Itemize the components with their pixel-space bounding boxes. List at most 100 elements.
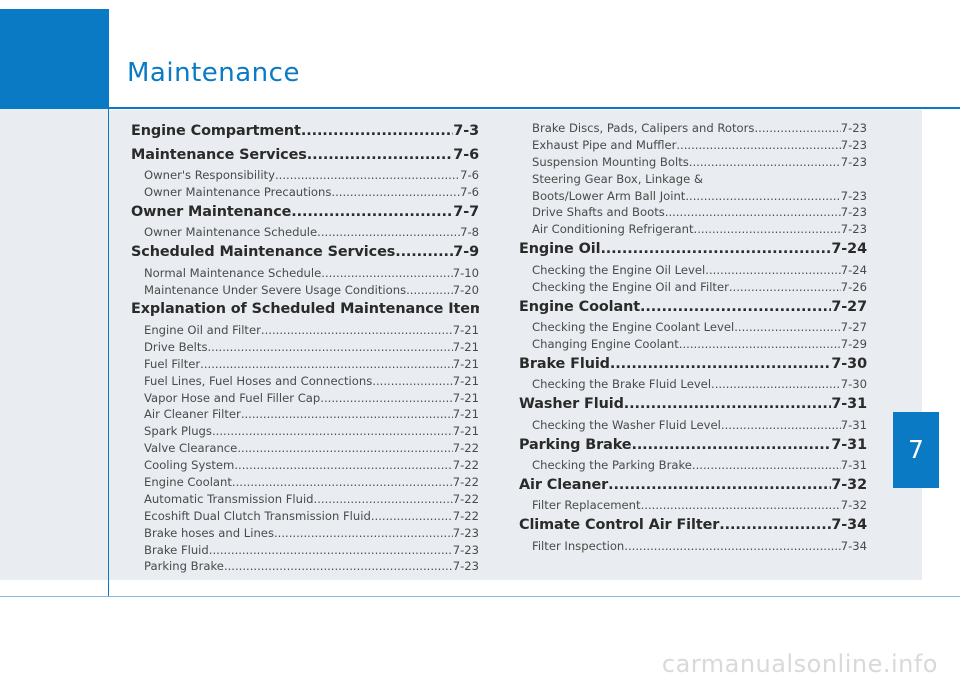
toc-entry-label: Checking the Engine Coolant Level	[532, 320, 735, 335]
toc-entry-label: Engine Coolant	[144, 474, 232, 489]
toc-entry-label: Automatic Transmission Fluid	[144, 491, 314, 506]
toc-entry-label: Climate Control Air Filter	[519, 517, 720, 534]
toc-page-number: 7-21	[452, 322, 479, 337]
toc-section-entry[interactable]: Maintenance Services 7-6	[131, 147, 479, 169]
toc-subsection-entry[interactable]: Brake Discs, Pads, Calipers and Rotors 7…	[519, 121, 867, 138]
toc-dot-leader	[275, 168, 460, 182]
toc-subsection-entry[interactable]: Brake Fluid 7-23	[131, 543, 479, 560]
toc-section-entry[interactable]: Air Cleaner 7-32	[519, 477, 867, 499]
toc-subsection-entry[interactable]: Maintenance Under Severe Usage Condition…	[131, 283, 479, 300]
toc-dot-leader	[610, 356, 832, 372]
toc-page-number: 7-23	[840, 188, 867, 203]
toc-dot-leader	[685, 189, 840, 203]
toc-entry-label: Cooling System	[144, 458, 235, 473]
toc-subsection-entry[interactable]: Owner Maintenance Schedule 7-8	[131, 225, 479, 242]
toc-dot-leader	[234, 458, 452, 472]
toc-subsection-entry[interactable]: Checking the Brake Fluid Level 7-30	[519, 377, 867, 394]
toc-entry-label: Brake hoses and Lines	[144, 525, 274, 540]
toc-section-entry[interactable]: Engine Compartment 7-3	[131, 123, 479, 145]
toc-subsection-entry[interactable]: Filter Inspection 7-34	[519, 539, 867, 556]
toc-subsection-entry[interactable]: Parking Brake 7-23	[131, 559, 479, 576]
toc-dot-leader	[261, 323, 453, 337]
toc-subsection-entry[interactable]: Filter Replacement 7-32	[519, 498, 867, 515]
toc-subsection-entry[interactable]: Drive Belts 7-21	[131, 340, 479, 357]
toc-dot-leader	[200, 357, 453, 371]
toc-entry-label: Suspension Mounting Bolts	[532, 154, 689, 169]
toc-subsection-entry[interactable]: Air Conditioning Refrigerant 7-23	[519, 222, 867, 239]
toc-subsection-entry[interactable]: Engine Coolant 7-22	[131, 475, 479, 492]
toc-subsection-entry[interactable]: Checking the Engine Coolant Level 7-27	[519, 320, 867, 337]
toc-subsection-entry[interactable]: Fuel Filter 7-21	[131, 357, 479, 374]
toc-subsection-entry[interactable]: Checking the Washer Fluid Level 7-31	[519, 418, 867, 435]
toc-entry-label: Air Conditioning Refrigerant	[532, 222, 694, 237]
toc-dot-leader	[208, 340, 453, 354]
toc-entry-label: Checking the Engine Oil Level	[532, 262, 706, 277]
toc-subsection-entry[interactable]: Owner's Responsibility 7-6	[131, 168, 479, 185]
toc-entry-label: Washer Fluid	[519, 396, 624, 413]
toc-subsection-entry[interactable]: Boots/Lower Arm Ball Joint 7-23	[519, 189, 867, 206]
toc-subsection-entry[interactable]: Ecoshift Dual Clutch Transmission Fluid …	[131, 509, 479, 526]
toc-section-entry[interactable]: Owner Maintenance 7-7	[131, 204, 479, 226]
toc-dot-leader	[232, 475, 453, 489]
toc-page-number: 7-34	[831, 517, 867, 534]
toc-page-number: 7-23	[452, 525, 479, 540]
toc-dot-leader	[301, 123, 453, 139]
toc-dot-leader	[274, 526, 453, 540]
toc-page-number: 7-22	[452, 441, 479, 456]
toc-entry-label: Brake Discs, Pads, Calipers and Rotors	[532, 121, 755, 135]
toc-subsection-entry[interactable]: Fuel Lines, Fuel Hoses and Connections 7…	[131, 374, 479, 391]
toc-section-entry[interactable]: Brake Fluid 7-30	[519, 356, 867, 378]
toc-section-entry[interactable]: Engine Coolant 7-27	[519, 299, 867, 321]
toc-dot-leader	[237, 441, 452, 455]
toc-dot-leader	[241, 407, 453, 421]
toc-section-entry[interactable]: Explanation of Scheduled Maintenance Ite…	[131, 301, 479, 323]
toc-dot-leader	[719, 517, 831, 533]
toc-dot-leader	[734, 320, 840, 334]
toc-subsection-entry[interactable]: Suspension Mounting Bolts 7-23	[519, 155, 867, 172]
toc-section-entry[interactable]: Climate Control Air Filter 7-34	[519, 517, 867, 539]
toc-subsection-entry[interactable]: Drive Shafts and Boots 7-23	[519, 205, 867, 222]
toc-page-number: 7-23	[840, 205, 867, 220]
toc-subsection-entry[interactable]: Steering Gear Box, Linkage &	[519, 172, 867, 189]
toc-dot-leader	[291, 204, 453, 220]
toc-page-number: 7-32	[831, 476, 867, 493]
toc-section-entry[interactable]: Engine Oil 7-24	[519, 241, 867, 263]
toc-subsection-entry[interactable]: Changing Engine Coolant 7-29	[519, 337, 867, 354]
toc-subsection-entry[interactable]: Exhaust Pipe and Muffler 7-23	[519, 138, 867, 155]
toc-entry-label: Valve Clearance	[144, 441, 238, 456]
chapter-tab[interactable]: 7	[893, 412, 939, 488]
toc-page-number: 7-6	[460, 168, 479, 182]
toc-subsection-entry[interactable]: Checking the Parking Brake 7-31	[519, 458, 867, 475]
toc-subsection-entry[interactable]: Spark Plugs 7-21	[131, 424, 479, 441]
toc-page-number: 7-6	[453, 146, 479, 163]
toc-subsection-entry[interactable]: Cooling System 7-22	[131, 458, 479, 475]
toc-page-number: 7-27	[831, 298, 867, 315]
toc-section-entry[interactable]: Parking Brake 7-31	[519, 437, 867, 459]
toc-entry-label: Fuel Filter	[144, 356, 201, 371]
toc-subsection-entry[interactable]: Checking the Engine Oil and Filter 7-26	[519, 280, 867, 297]
toc-section-entry[interactable]: Scheduled Maintenance Services 7-9	[131, 244, 479, 266]
left-margin-panel	[0, 109, 109, 580]
toc-page-number: 7-31	[840, 417, 867, 432]
toc-entry-label: Parking Brake	[519, 436, 632, 453]
toc-subsection-entry[interactable]: Valve Clearance 7-22	[131, 441, 479, 458]
toc-subsection-entry[interactable]: Automatic Transmission Fluid 7-22	[131, 492, 479, 509]
toc-subsection-entry[interactable]: Normal Maintenance Schedule 7-10	[131, 266, 479, 283]
toc-entry-label: Spark Plugs	[144, 424, 212, 439]
toc-entry-label: Air Cleaner Filter	[144, 407, 241, 422]
toc-page-number: 7-23	[840, 222, 867, 237]
toc-subsection-entry[interactable]: Air Cleaner Filter 7-21	[131, 407, 479, 424]
toc-entry-label: Engine Coolant	[519, 298, 641, 315]
toc-subsection-entry[interactable]: Brake hoses and Lines 7-23	[131, 526, 479, 543]
toc-entry-label: Normal Maintenance Schedule	[144, 265, 322, 280]
toc-subsection-entry[interactable]: Owner Maintenance Precautions 7-6	[131, 185, 479, 202]
toc-subsection-entry[interactable]: Engine Oil and Filter 7-21	[131, 323, 479, 340]
toc-entry-label: Owner's Responsibility	[144, 168, 275, 182]
toc-dot-leader	[600, 241, 831, 257]
toc-dot-leader	[624, 539, 840, 553]
toc-subsection-entry[interactable]: Vapor Hose and Fuel Filler Cap 7-21	[131, 391, 479, 408]
toc-section-entry[interactable]: Washer Fluid 7-31	[519, 396, 867, 418]
toc-dot-leader	[320, 391, 452, 405]
toc-subsection-entry[interactable]: Checking the Engine Oil Level 7-24	[519, 263, 867, 280]
toc-page-number: 7-30	[831, 355, 867, 372]
